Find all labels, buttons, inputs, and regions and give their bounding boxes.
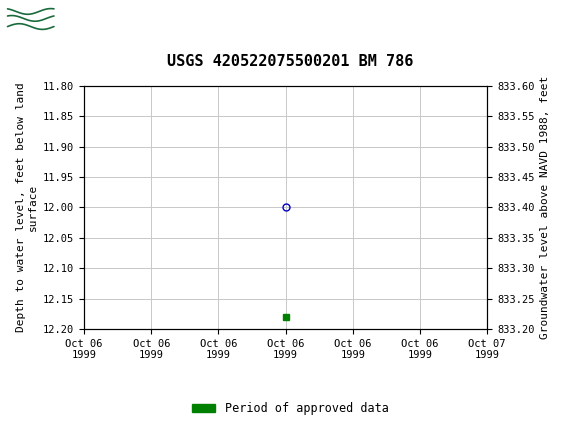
Legend: Period of approved data: Period of approved data	[187, 397, 393, 420]
Bar	[5, 4, 57, 37]
Y-axis label: Groundwater level above NAVD 1988, feet: Groundwater level above NAVD 1988, feet	[540, 76, 550, 339]
Text: USGS: USGS	[66, 10, 129, 31]
Text: USGS 420522075500201 BM 786: USGS 420522075500201 BM 786	[167, 54, 413, 69]
Y-axis label: Depth to water level, feet below land
surface: Depth to water level, feet below land su…	[16, 83, 38, 332]
